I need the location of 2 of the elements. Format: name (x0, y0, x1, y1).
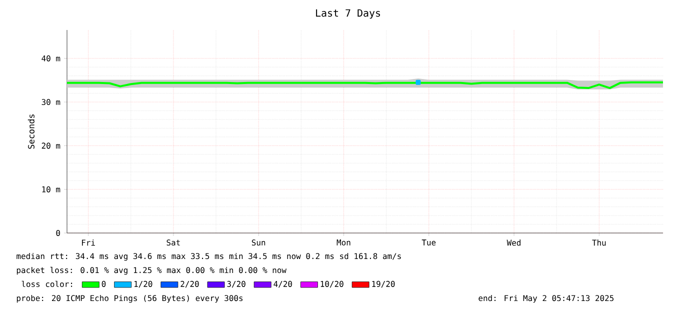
y-axis-title: Seconds (28, 114, 34, 149)
chart-title: Last 7 Days (316, 9, 380, 19)
